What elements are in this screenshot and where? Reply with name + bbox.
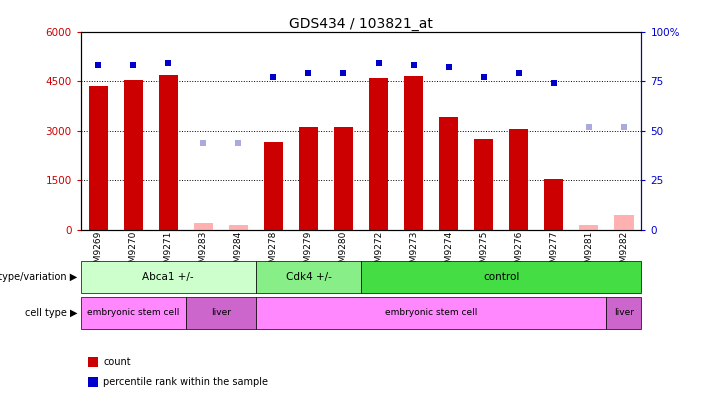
Bar <box>439 118 458 230</box>
Text: count: count <box>103 357 130 367</box>
Bar <box>404 76 423 230</box>
Bar <box>614 215 634 230</box>
Bar <box>509 129 529 230</box>
Text: Cdk4 +/-: Cdk4 +/- <box>285 272 332 282</box>
Text: percentile rank within the sample: percentile rank within the sample <box>103 377 268 387</box>
Bar <box>474 139 494 230</box>
Bar <box>264 142 283 230</box>
Text: liver: liver <box>211 308 231 317</box>
Text: genotype/variation ▶: genotype/variation ▶ <box>0 272 77 282</box>
Bar <box>229 225 248 230</box>
Text: control: control <box>483 272 519 282</box>
Bar <box>88 86 108 230</box>
Bar <box>299 128 318 230</box>
Bar <box>369 78 388 230</box>
Bar <box>579 225 599 230</box>
Bar <box>158 74 178 230</box>
Text: liver: liver <box>614 308 634 317</box>
Text: embryonic stem cell: embryonic stem cell <box>87 308 179 317</box>
Bar <box>334 128 353 230</box>
Text: cell type ▶: cell type ▶ <box>25 308 77 318</box>
Bar <box>544 179 564 230</box>
Text: embryonic stem cell: embryonic stem cell <box>385 308 477 317</box>
Bar <box>193 223 213 230</box>
Title: GDS434 / 103821_at: GDS434 / 103821_at <box>289 17 433 30</box>
Text: Abca1 +/-: Abca1 +/- <box>142 272 194 282</box>
Bar <box>123 80 143 230</box>
